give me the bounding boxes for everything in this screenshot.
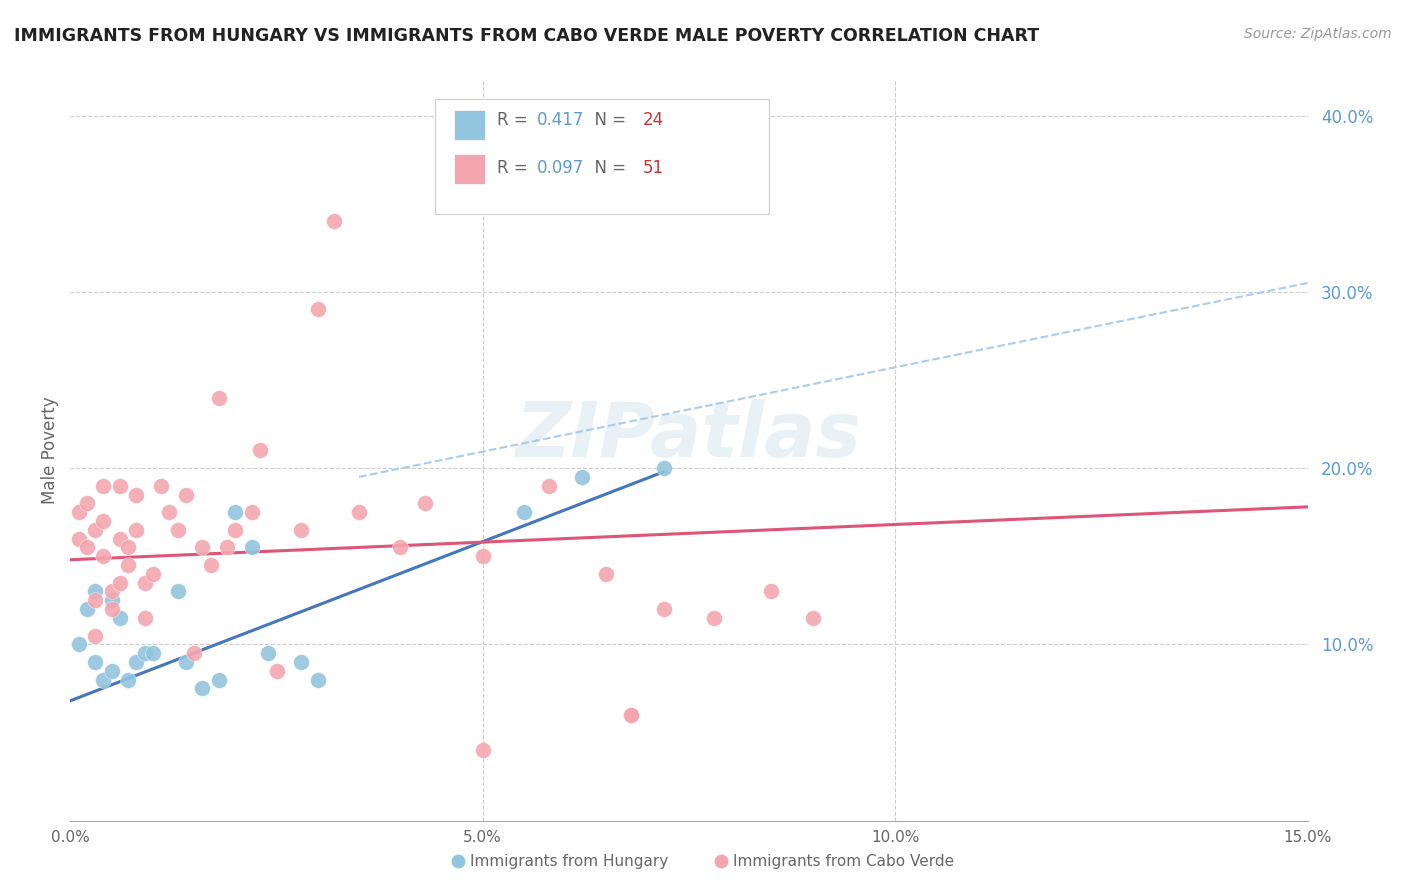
Point [150, 479, 173, 493]
Point [761, 584, 783, 599]
Point [307, 302, 329, 317]
Point [208, 391, 231, 405]
Point [67, 637, 90, 651]
Point [76, 602, 98, 616]
Point [537, 479, 560, 493]
Point [108, 532, 131, 546]
Legend: Immigrants from Hungary, Immigrants from Cabo Verde: Immigrants from Hungary, Immigrants from… [446, 848, 960, 875]
Text: 24: 24 [643, 111, 664, 128]
Point [166, 523, 188, 537]
Point [174, 487, 197, 501]
Point [117, 673, 139, 687]
Point [134, 611, 156, 625]
Point [266, 664, 288, 678]
Point [100, 593, 122, 607]
Point [134, 575, 156, 590]
Text: N =: N = [583, 111, 631, 128]
Point [208, 673, 231, 687]
Text: 51: 51 [643, 159, 664, 177]
Point [67, 505, 90, 519]
Point [307, 673, 329, 687]
Point [108, 575, 131, 590]
Point [347, 505, 370, 519]
Bar [454, 110, 485, 139]
Point [620, 707, 643, 722]
Point [91, 514, 114, 528]
Bar [454, 154, 485, 184]
Point [84, 593, 107, 607]
Point [91, 479, 114, 493]
Text: R =: R = [498, 159, 533, 177]
Point [620, 707, 643, 722]
Point [84, 584, 107, 599]
Point [157, 505, 180, 519]
Text: IMMIGRANTS FROM HUNGARY VS IMMIGRANTS FROM CABO VERDE MALE POVERTY CORRELATION C: IMMIGRANTS FROM HUNGARY VS IMMIGRANTS FR… [14, 27, 1039, 45]
Text: 0.097: 0.097 [537, 159, 583, 177]
Text: ZIPatlas: ZIPatlas [516, 399, 862, 473]
Point [215, 541, 238, 555]
Point [413, 496, 436, 510]
Text: N =: N = [583, 159, 631, 177]
Point [76, 496, 98, 510]
Point [571, 470, 593, 484]
Point [166, 584, 188, 599]
Point [125, 655, 148, 669]
Point [703, 611, 725, 625]
Point [142, 646, 165, 660]
Point [91, 673, 114, 687]
Point [134, 646, 156, 660]
Point [389, 541, 412, 555]
Point [117, 541, 139, 555]
Point [513, 505, 536, 519]
Point [595, 566, 617, 581]
Point [801, 611, 824, 625]
Point [117, 558, 139, 572]
Point [108, 611, 131, 625]
Point [67, 532, 90, 546]
Point [84, 655, 107, 669]
Point [100, 664, 122, 678]
Point [652, 602, 675, 616]
Point [200, 558, 222, 572]
Point [249, 443, 271, 458]
Point [125, 523, 148, 537]
Point [257, 646, 280, 660]
Point [100, 584, 122, 599]
Point [240, 505, 263, 519]
Point [290, 655, 312, 669]
Point [224, 505, 246, 519]
Point [108, 479, 131, 493]
Point [76, 541, 98, 555]
FancyBboxPatch shape [436, 99, 769, 213]
Point [91, 549, 114, 564]
Point [100, 602, 122, 616]
Point [240, 541, 263, 555]
Point [125, 487, 148, 501]
Point [183, 646, 205, 660]
Point [191, 541, 214, 555]
Point [84, 628, 107, 642]
Text: R =: R = [498, 111, 533, 128]
Point [84, 523, 107, 537]
Point [471, 549, 494, 564]
Point [471, 743, 494, 757]
Point [174, 655, 197, 669]
Text: 0.417: 0.417 [537, 111, 583, 128]
Text: Source: ZipAtlas.com: Source: ZipAtlas.com [1244, 27, 1392, 41]
Point [323, 214, 346, 228]
Point [652, 461, 675, 475]
Point [224, 523, 246, 537]
Point [191, 681, 214, 696]
Y-axis label: Male Poverty: Male Poverty [41, 397, 59, 504]
Point [142, 566, 165, 581]
Point [290, 523, 312, 537]
